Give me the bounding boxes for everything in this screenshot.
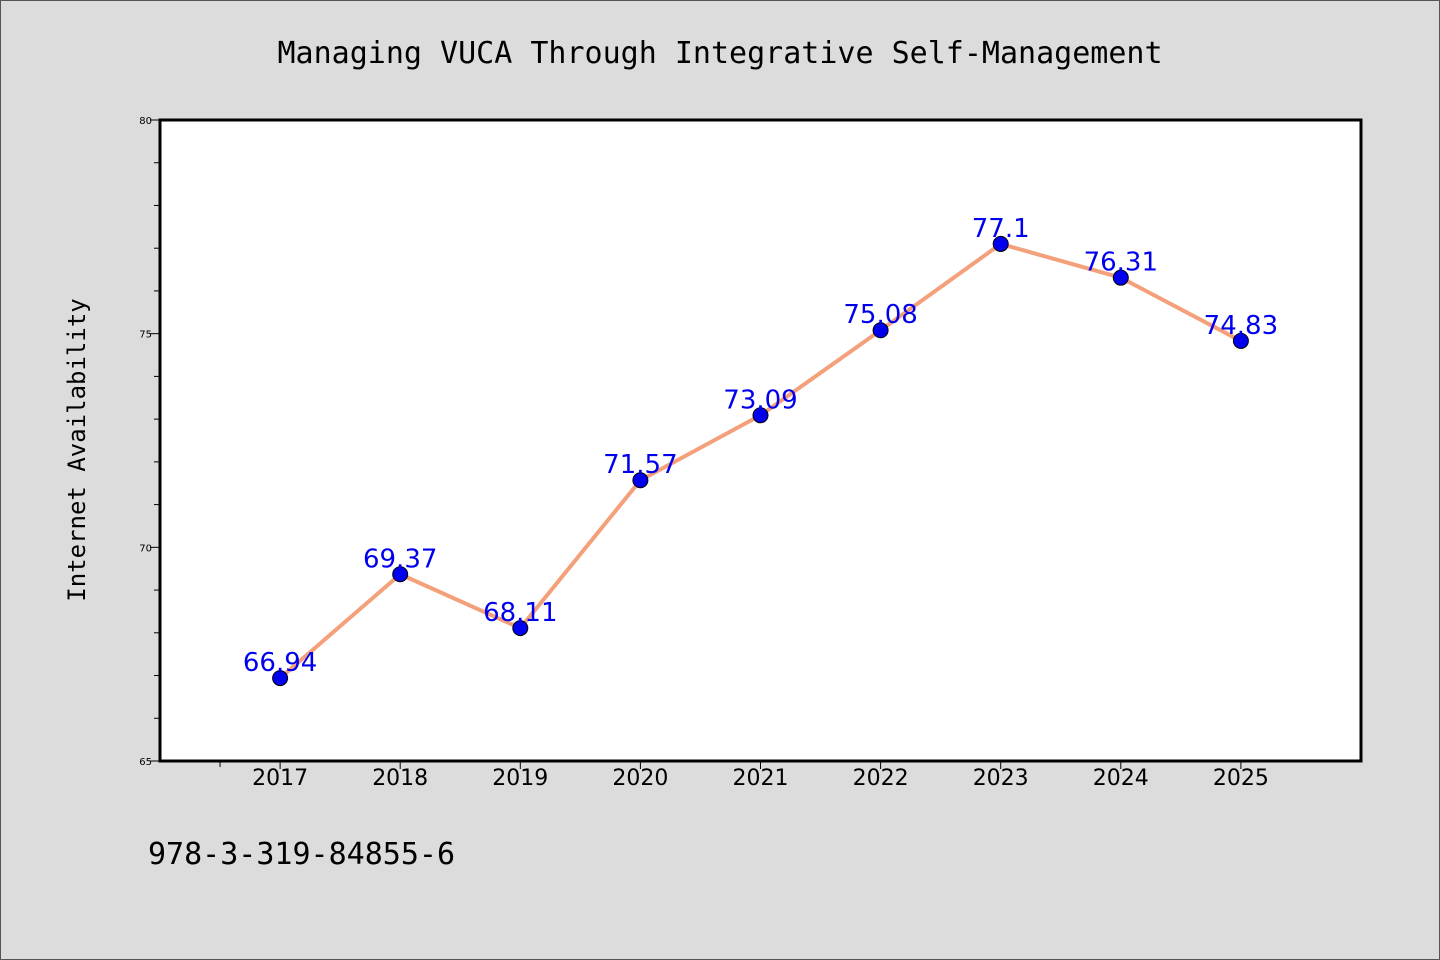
series-group: 66.94 69.37 68.11 71.57 73.09 75.08 77.1 76.31 7… — [243, 214, 1278, 687]
x-tick-label: 2021 — [733, 766, 789, 791]
data-point — [632, 472, 649, 489]
data-point — [872, 322, 889, 339]
x-tick-label: 2022 — [853, 766, 909, 791]
data-label: 73.09 — [723, 385, 797, 415]
data-label: 76.31 — [1084, 248, 1158, 278]
data-point — [1232, 332, 1249, 349]
data-point — [992, 235, 1009, 252]
y-axis: 65 70 75 80 — [139, 116, 160, 768]
data-label: 71.57 — [603, 450, 677, 480]
x-tick-label: 2019 — [492, 766, 548, 791]
x-tick-label: 2017 — [252, 766, 308, 791]
x-axis: 2017 2018 2019 2020 2021 2022 2023 2024 2025 — [219, 761, 1269, 791]
data-label: 68.11 — [483, 598, 557, 628]
y-tick-label: 80 — [139, 116, 152, 127]
data-label: 75.08 — [843, 300, 917, 330]
plot-area — [158, 118, 1363, 763]
data-label: 66.94 — [243, 648, 317, 678]
y-axis-label: Internet Availability — [63, 298, 91, 601]
y-tick-label: 65 — [139, 757, 152, 768]
x-tick-label: 2023 — [973, 766, 1029, 791]
x-tick-label: 2025 — [1213, 766, 1269, 791]
isbn-footer: 978-3-319-84855-6 — [148, 837, 455, 872]
data-point — [512, 620, 529, 637]
data-label: 69.37 — [363, 544, 437, 574]
data-label: 77.1 — [972, 214, 1030, 244]
data-point — [272, 670, 289, 687]
y-tick-label: 70 — [139, 543, 152, 554]
data-label: 74.83 — [1204, 311, 1278, 341]
data-point — [392, 566, 409, 583]
data-point — [1112, 269, 1129, 286]
data-point — [752, 407, 769, 424]
y-tick-label: 75 — [139, 330, 152, 341]
x-tick-label: 2020 — [612, 766, 668, 791]
x-tick-label: 2018 — [372, 766, 428, 791]
chart-title: Managing VUCA Through Integrative Self-M… — [277, 36, 1162, 71]
x-tick-label: 2024 — [1093, 766, 1149, 791]
